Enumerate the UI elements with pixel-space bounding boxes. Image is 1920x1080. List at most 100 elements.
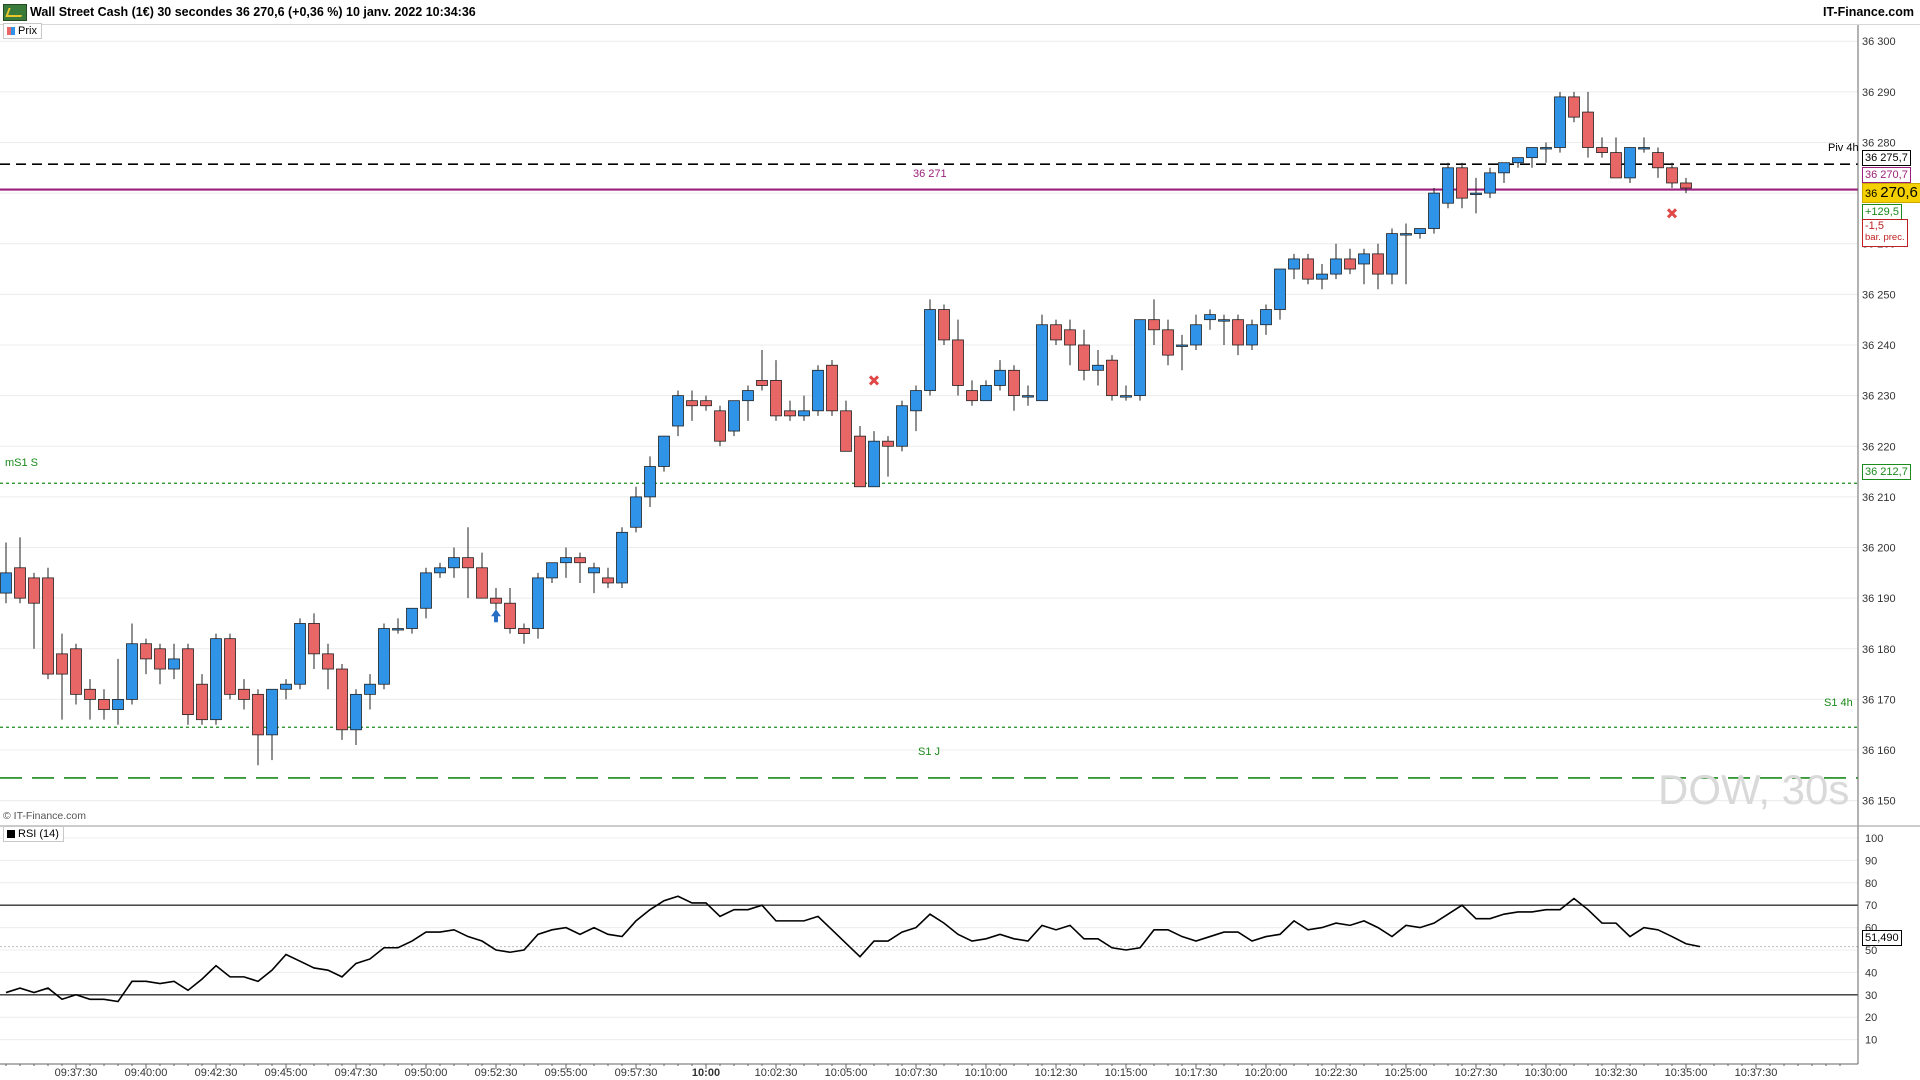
- x-tick-label: 09:40:00: [125, 1067, 168, 1079]
- app-logo-icon: [3, 4, 27, 21]
- candle-body-up: [910, 390, 922, 412]
- candle-body-down: [784, 410, 796, 417]
- price-tick-label: 36 220: [1862, 441, 1896, 453]
- pivot-4h-label: Piv 4h: [1828, 142, 1859, 154]
- candle-body-up: [1022, 395, 1034, 398]
- rsi-tick-label: 80: [1865, 878, 1877, 890]
- rsi-line: [5, 895, 1701, 1003]
- x-tick-label: 10:27:30: [1455, 1067, 1498, 1079]
- candle-body-down: [1232, 319, 1244, 346]
- candle-body-down: [1582, 111, 1594, 148]
- candle-body-down: [1456, 167, 1468, 199]
- x-tick-label: 09:45:00: [265, 1067, 308, 1079]
- candle-body-up: [728, 400, 740, 432]
- x-tick-label: 10:10:00: [965, 1067, 1008, 1079]
- candle-body-down: [42, 577, 54, 675]
- x-tick-label: 10:22:30: [1315, 1067, 1358, 1079]
- candle-body-down: [1050, 324, 1062, 341]
- candle-body-down: [1106, 359, 1118, 397]
- candle-body-down: [826, 364, 838, 412]
- x-tick-label: 10:02:30: [755, 1067, 798, 1079]
- candle-body-up: [672, 395, 684, 427]
- candle-body-up: [1540, 147, 1552, 150]
- x-tick-label: 10:00: [692, 1067, 720, 1079]
- candle-body-up: [1288, 258, 1300, 270]
- rsi-legend-icon: [7, 830, 15, 838]
- candle-body-down: [574, 557, 586, 564]
- candle-body-down: [1078, 344, 1090, 371]
- candle-body-up: [1274, 268, 1286, 310]
- candle-body-down: [1302, 258, 1314, 280]
- candlestick-series: [0, 91, 1692, 766]
- candle-body-down: [938, 309, 950, 341]
- price-tick-label: 36 200: [1862, 543, 1896, 555]
- axes: [0, 24, 1920, 1069]
- x-tick-label: 10:35:00: [1665, 1067, 1708, 1079]
- candle-legend-icon: [7, 27, 15, 35]
- daily-change-box: +129,5: [1862, 204, 1902, 220]
- candle-body-down: [1064, 329, 1076, 346]
- candle-body-down: [966, 390, 978, 402]
- exit-cross-icon: [868, 375, 880, 386]
- candle-body-up: [1442, 167, 1454, 204]
- candle-body-up: [924, 309, 936, 391]
- candle-body-up: [1316, 273, 1328, 280]
- candle-body-down: [686, 400, 698, 407]
- prev-bar-value: -1,5: [1865, 220, 1884, 232]
- candle-body-down: [14, 567, 26, 599]
- candle-body-up: [126, 643, 138, 700]
- candle-body-up: [588, 567, 600, 574]
- candle-body-up: [560, 557, 572, 564]
- price-panel-tag[interactable]: Prix: [3, 23, 42, 39]
- candle-body-down: [140, 643, 152, 660]
- rsi-tick-label: 100: [1865, 833, 1883, 845]
- candle-body-down: [1680, 182, 1692, 189]
- price-tick-label: 36 190: [1862, 593, 1896, 605]
- candle-body-up: [1498, 162, 1510, 174]
- bollinger-mid-label: 36 271: [913, 168, 947, 180]
- candle-body-down: [322, 653, 334, 670]
- candle-body-up: [406, 607, 418, 629]
- prev-bar-box: -1,5 bar. prec.: [1862, 219, 1908, 247]
- candle-body-up: [364, 683, 376, 695]
- candle-body-up: [1428, 192, 1440, 229]
- candle-body-up: [742, 390, 754, 402]
- candle-body-up: [812, 369, 824, 412]
- copyright-label: © IT-Finance.com: [3, 810, 87, 822]
- candle-body-up: [1246, 324, 1258, 346]
- brand-link[interactable]: IT-Finance.com: [1823, 5, 1914, 19]
- x-tick-label: 10:32:30: [1595, 1067, 1638, 1079]
- rsi-tick-label: 10: [1865, 1035, 1877, 1047]
- candle-body-up: [168, 658, 180, 670]
- candle-body-down: [182, 648, 194, 716]
- rsi-tick-label: 40: [1865, 967, 1877, 979]
- candle-body-down: [28, 577, 40, 604]
- candle-body-up: [210, 638, 222, 721]
- candle-body-up: [868, 440, 880, 488]
- candle-body-down: [854, 435, 866, 488]
- rsi-tick-label: 30: [1865, 990, 1877, 1002]
- candle-body-down: [252, 693, 264, 736]
- ms1-s-price-box: 36 212,7: [1862, 464, 1911, 480]
- price-tick-label: 36 210: [1862, 492, 1896, 504]
- candle-body-down: [308, 623, 320, 655]
- current-price-box: 36 270,6: [1862, 183, 1920, 203]
- candle-body-up: [420, 572, 432, 609]
- candle-body-down: [238, 688, 250, 700]
- price-gridlines: [0, 40, 1858, 802]
- x-tick-label: 10:07:30: [895, 1067, 938, 1079]
- candle-body-up: [350, 693, 362, 731]
- candle-body-up: [1400, 233, 1412, 236]
- rsi-panel-tag[interactable]: RSI (14): [3, 826, 64, 842]
- candle-body-up: [1484, 172, 1496, 194]
- candle-body-up: [546, 562, 558, 579]
- candle-body-down: [1162, 329, 1174, 356]
- candle-body-up: [1134, 319, 1146, 397]
- candle-body-down: [1372, 253, 1384, 275]
- candle-body-down: [462, 557, 474, 569]
- candle-body-up: [798, 410, 810, 417]
- candle-body-up: [1512, 157, 1524, 164]
- candle-body-up: [1358, 253, 1370, 265]
- price-tick-label: 36 180: [1862, 644, 1896, 656]
- bollinger-price-box: 36 270,7: [1862, 167, 1911, 183]
